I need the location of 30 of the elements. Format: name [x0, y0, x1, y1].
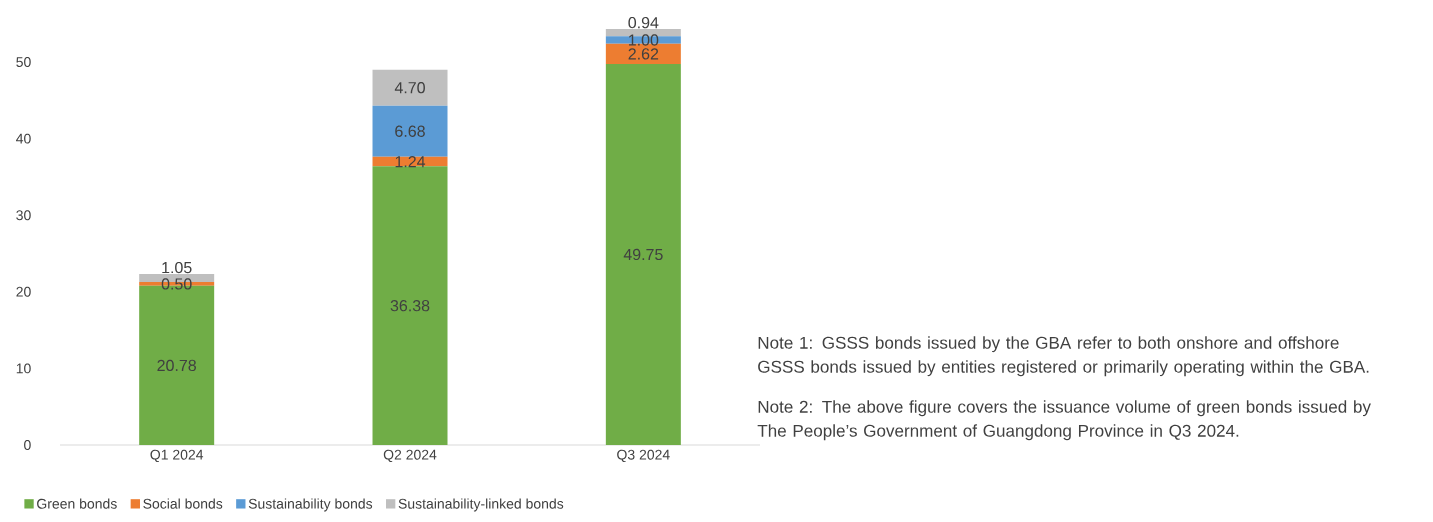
data-label: 4.70: [394, 82, 425, 94]
annotation: Note 1: GSSS bonds issued by the GBA refer to both onshore and offshore GSSS bonds issued by entities registered or primarily operating within the GBA.: [758, 336, 1369, 377]
data-label: 36.38: [390, 300, 430, 312]
data-label: 6.68: [395, 125, 425, 137]
y-tick-label: 10: [16, 363, 31, 374]
data-label: 1.05: [162, 261, 192, 274]
y-tick-label: 30: [16, 210, 31, 221]
legend-label: Social bonds: [143, 498, 223, 509]
data-label: 2.62: [628, 48, 659, 60]
bar: [605, 36, 681, 44]
data-label: 1.00: [628, 34, 659, 46]
data-label: 49.75: [623, 248, 663, 261]
legend-label: Sustainability-linked bonds: [398, 498, 564, 512]
data-label: 0.94: [628, 16, 659, 29]
x-tick-label: Q1 2024: [150, 449, 204, 463]
data-label: 20.78: [157, 359, 196, 372]
y-tick-label: 40: [16, 133, 31, 144]
bar: [372, 69, 448, 106]
y-tick-label: 50: [16, 57, 31, 67]
y-tick-label: 20: [16, 286, 31, 297]
data-label: 1.24: [395, 156, 426, 168]
y-tick-label: 0: [24, 440, 31, 450]
bar: [372, 166, 448, 445]
x-tick-label: Q2 2024: [383, 449, 437, 463]
annotation: Note 2: The above figure covers the issuance volume of green bonds issued by The People’s Government of Guangdong Province in Q3 2024.: [757, 400, 1371, 441]
bar: [372, 105, 448, 157]
bar: [605, 63, 681, 445]
x-tick-label: Q3 2024: [617, 449, 670, 463]
legend-label: Sustainability bonds: [248, 498, 373, 512]
legend-label: Green bonds: [37, 498, 117, 509]
